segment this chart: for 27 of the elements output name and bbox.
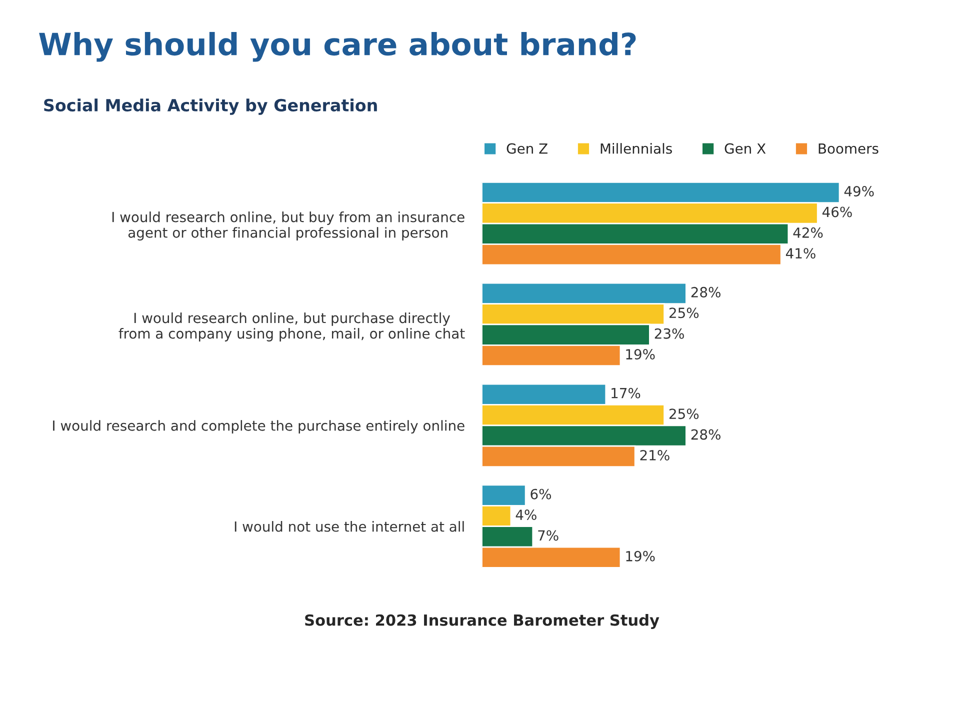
source-note: Source: 2023 Insurance Barometer Study [305, 614, 660, 629]
data-label: 49% [844, 186, 874, 196]
data-label: 28% [691, 429, 720, 440]
data-label: 41% [786, 248, 816, 259]
y-tick-label: I would research and complete the purchase entirely online [53, 420, 464, 434]
y-tick-label: I would research online, but buy from an insurance agent or other financial professional in person [112, 212, 464, 241]
legend-label: Millennials [600, 143, 672, 154]
legend-label: Boomers [818, 143, 878, 154]
data-label: 19% [626, 349, 655, 360]
data-label: 25% [669, 408, 699, 420]
data-label: 21% [640, 450, 670, 460]
text: Social Media Activity by Generation [44, 98, 377, 115]
chart-title: Why should you care about brand? [39, 32, 636, 62]
y-tick-label: I would not use the internet at all [234, 521, 464, 532]
y-tick-label: I would research online, but purchase directly from a company using phone, mail, or online chat [118, 312, 465, 342]
data-label: 19% [626, 550, 655, 562]
data-label: 23% [654, 328, 684, 339]
data-label: 17% [612, 388, 640, 398]
data-label: 46% [822, 206, 852, 218]
legend-label: Gen X [724, 143, 766, 154]
data-label: 28% [691, 286, 720, 298]
data-label: 6% [530, 488, 552, 500]
data-label: 42% [793, 227, 823, 238]
legend-label: Gen Z [506, 143, 548, 154]
data-label: 7% [538, 530, 558, 541]
data-label: 4% [516, 510, 536, 520]
data-label: 25% [669, 308, 699, 318]
